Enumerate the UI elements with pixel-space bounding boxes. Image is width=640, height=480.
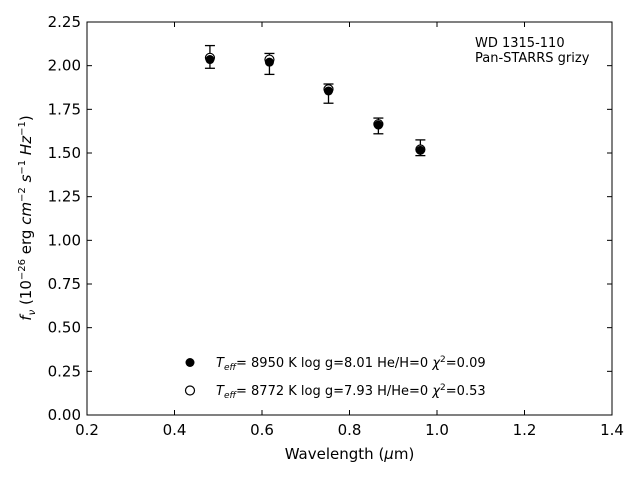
filled-circle-point bbox=[205, 55, 215, 65]
y-tick-label: 2.00 bbox=[48, 57, 81, 75]
filled-circle-point bbox=[415, 145, 425, 155]
filled-circle-point bbox=[324, 86, 333, 96]
legend-entry-1: Teff= 8950 K log g=8.01 He/H=0 χ2=0.09 bbox=[216, 355, 486, 373]
annotation-line-2: Pan-STARRS grizy bbox=[475, 51, 590, 66]
x-tick-label: 1.4 bbox=[600, 421, 624, 439]
legend-entry-2: Teff= 8772 K log g=7.93 H/He=0 χ2=0.53 bbox=[216, 383, 486, 401]
y-tick-label: 1.25 bbox=[48, 188, 81, 206]
x-axis-label: Wavelength (μm) bbox=[285, 445, 415, 463]
y-tick-label: 0.00 bbox=[48, 406, 81, 424]
annotation-line-1: WD 1315-110 bbox=[475, 36, 565, 51]
legend-marker-filled bbox=[185, 358, 195, 367]
x-tick-label: 0.6 bbox=[250, 421, 274, 439]
x-tick-label: 1.2 bbox=[513, 421, 537, 439]
y-tick-label: 0.75 bbox=[48, 275, 81, 293]
filled-circle-point bbox=[373, 120, 383, 130]
y-tick-label: 1.75 bbox=[48, 100, 81, 118]
x-tick-label: 0.4 bbox=[163, 421, 187, 439]
data-points bbox=[204, 52, 426, 155]
x-tick-label: 1.0 bbox=[425, 421, 449, 439]
y-axis-label: fν (10−26 erg cm−2 s−1 Hz−1) bbox=[17, 115, 38, 320]
error-bars bbox=[204, 44, 426, 157]
filled-circle-point bbox=[264, 57, 274, 67]
y-tick-label: 0.50 bbox=[48, 319, 81, 337]
axis-ticks: 0.2 0.4 0.6 0.8 1.0 1.2 1.4 0.00 0.25 0.50 0.75 1.0… bbox=[48, 13, 624, 439]
legend-marker-open bbox=[184, 385, 196, 396]
y-tick-label: 1.00 bbox=[48, 231, 81, 249]
y-tick-label: 1.50 bbox=[48, 144, 81, 162]
x-tick-label: 0.2 bbox=[75, 421, 99, 439]
x-tick-label: 0.8 bbox=[338, 421, 362, 439]
y-tick-label: 0.25 bbox=[48, 362, 81, 380]
y-tick-label: 2.25 bbox=[48, 13, 81, 31]
legend: Teff= 8950 K log g=8.01 He/H=0 χ2=0.09 T… bbox=[184, 355, 486, 401]
